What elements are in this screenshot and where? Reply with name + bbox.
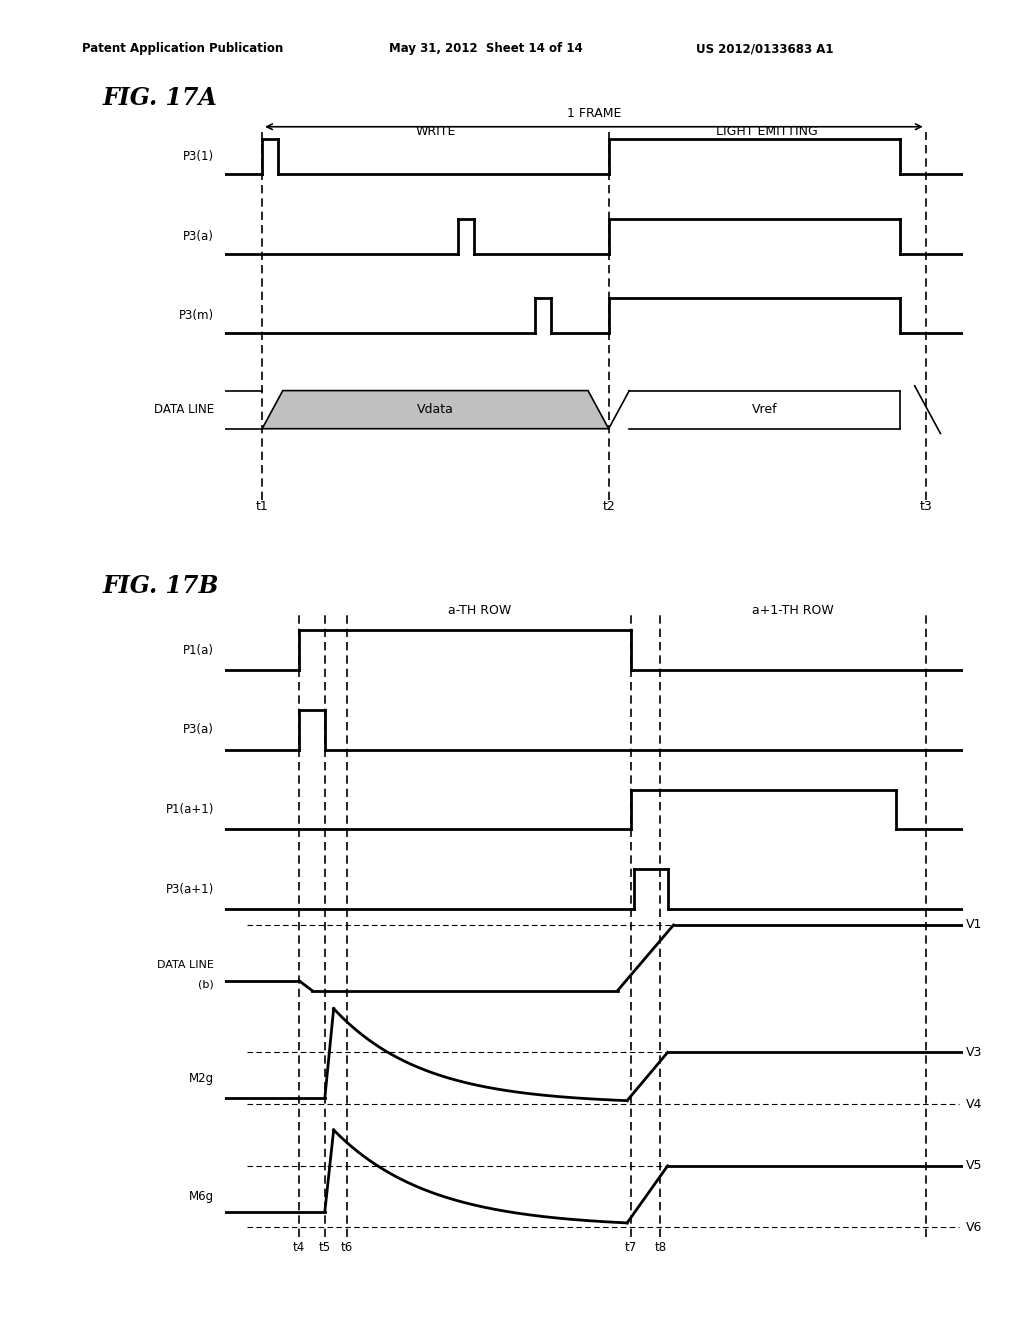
Text: P3(a): P3(a) — [183, 230, 214, 243]
Text: V3: V3 — [967, 1045, 983, 1059]
Text: P1(a+1): P1(a+1) — [166, 803, 214, 816]
Text: V5: V5 — [967, 1159, 983, 1172]
Text: t1: t1 — [256, 500, 268, 513]
Text: P3(1): P3(1) — [183, 150, 214, 164]
Polygon shape — [262, 391, 608, 429]
Text: 1 FRAME: 1 FRAME — [566, 107, 622, 120]
Text: FIG. 17A: FIG. 17A — [102, 86, 217, 110]
Text: V6: V6 — [967, 1221, 983, 1234]
Text: M6g: M6g — [189, 1191, 214, 1203]
Text: t2: t2 — [602, 500, 615, 513]
Text: t5: t5 — [318, 1241, 331, 1254]
Text: t4: t4 — [293, 1241, 305, 1254]
Text: V4: V4 — [967, 1098, 983, 1110]
Text: P3(a+1): P3(a+1) — [166, 883, 214, 896]
Text: t7: t7 — [625, 1241, 637, 1254]
Text: Patent Application Publication: Patent Application Publication — [82, 42, 284, 55]
Text: LIGHT EMITTING: LIGHT EMITTING — [717, 125, 818, 137]
Text: DATA LINE: DATA LINE — [154, 403, 214, 416]
Text: P1(a): P1(a) — [183, 644, 214, 657]
Text: t6: t6 — [341, 1241, 353, 1254]
Text: May 31, 2012  Sheet 14 of 14: May 31, 2012 Sheet 14 of 14 — [389, 42, 583, 55]
Text: V1: V1 — [967, 919, 983, 932]
Text: a+1-TH ROW: a+1-TH ROW — [752, 603, 834, 616]
Text: Vref: Vref — [752, 403, 777, 416]
Text: Vdata: Vdata — [417, 403, 454, 416]
Text: P3(m): P3(m) — [179, 309, 214, 322]
Text: M2g: M2g — [189, 1072, 214, 1085]
Text: a-TH ROW: a-TH ROW — [449, 603, 511, 616]
Text: (b): (b) — [199, 979, 214, 990]
Text: WRITE: WRITE — [415, 125, 456, 137]
Text: t3: t3 — [920, 500, 932, 513]
Text: t8: t8 — [654, 1241, 667, 1254]
Text: US 2012/0133683 A1: US 2012/0133683 A1 — [696, 42, 834, 55]
Text: P3(a): P3(a) — [183, 723, 214, 737]
Text: FIG. 17B: FIG. 17B — [102, 574, 219, 598]
Text: DATA LINE: DATA LINE — [158, 960, 214, 970]
